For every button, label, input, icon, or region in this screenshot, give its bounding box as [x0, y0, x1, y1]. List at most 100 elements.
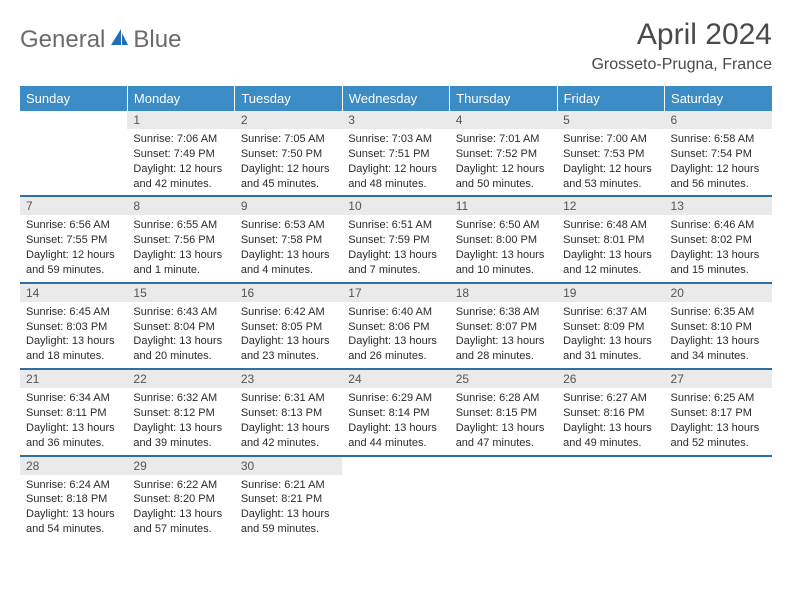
daylight-line-2: and 39 minutes.: [133, 436, 228, 451]
sunset-line: Sunset: 8:20 PM: [133, 492, 228, 507]
day-number: 13: [665, 197, 772, 215]
day-number: 11: [450, 197, 557, 215]
day-number: 20: [665, 284, 772, 302]
daylight-line-1: Daylight: 12 hours: [241, 162, 336, 177]
calendar-cell: 1Sunrise: 7:06 AMSunset: 7:49 PMDaylight…: [127, 111, 234, 196]
sunrise-line: Sunrise: 6:31 AM: [241, 391, 336, 406]
sunrise-line: Sunrise: 6:38 AM: [456, 305, 551, 320]
daylight-line-2: and 7 minutes.: [348, 263, 443, 278]
sunset-line: Sunset: 8:17 PM: [671, 406, 766, 421]
daylight-line-1: Daylight: 13 hours: [671, 334, 766, 349]
weekday-header: Friday: [557, 86, 664, 111]
daylight-line-2: and 57 minutes.: [133, 522, 228, 537]
daylight-line-1: Daylight: 13 hours: [26, 507, 121, 522]
sunrise-line: Sunrise: 7:01 AM: [456, 132, 551, 147]
day-number: 15: [127, 284, 234, 302]
sunrise-line: Sunrise: 6:46 AM: [671, 218, 766, 233]
sunset-line: Sunset: 8:11 PM: [26, 406, 121, 421]
daylight-line-1: Daylight: 13 hours: [133, 334, 228, 349]
weekday-header-row: SundayMondayTuesdayWednesdayThursdayFrid…: [20, 86, 772, 111]
day-body: Sunrise: 6:58 AMSunset: 7:54 PMDaylight:…: [665, 129, 772, 195]
day-body: Sunrise: 6:28 AMSunset: 8:15 PMDaylight:…: [450, 388, 557, 454]
day-number: 25: [450, 370, 557, 388]
sunset-line: Sunset: 7:54 PM: [671, 147, 766, 162]
daylight-line-2: and 52 minutes.: [671, 436, 766, 451]
daylight-line-1: Daylight: 13 hours: [563, 334, 658, 349]
sunrise-line: Sunrise: 7:03 AM: [348, 132, 443, 147]
day-number: 21: [20, 370, 127, 388]
day-number: 8: [127, 197, 234, 215]
sunset-line: Sunset: 8:07 PM: [456, 320, 551, 335]
day-number: 1: [127, 111, 234, 129]
logo-text-b: Blue: [133, 26, 181, 54]
day-body: Sunrise: 6:56 AMSunset: 7:55 PMDaylight:…: [20, 215, 127, 281]
calendar-row: 21Sunrise: 6:34 AMSunset: 8:11 PMDayligh…: [20, 369, 772, 455]
calendar-cell: [20, 111, 127, 196]
sunrise-line: Sunrise: 6:43 AM: [133, 305, 228, 320]
sunset-line: Sunset: 7:50 PM: [241, 147, 336, 162]
day-number: 23: [235, 370, 342, 388]
calendar-table: SundayMondayTuesdayWednesdayThursdayFrid…: [20, 86, 772, 541]
day-number: 10: [342, 197, 449, 215]
sunset-line: Sunset: 8:01 PM: [563, 233, 658, 248]
day-number: 2: [235, 111, 342, 129]
calendar-row: 1Sunrise: 7:06 AMSunset: 7:49 PMDaylight…: [20, 111, 772, 196]
daylight-line-2: and 44 minutes.: [348, 436, 443, 451]
sunset-line: Sunset: 7:53 PM: [563, 147, 658, 162]
calendar-cell: 13Sunrise: 6:46 AMSunset: 8:02 PMDayligh…: [665, 196, 772, 282]
header: General Blue April 2024 Grosseto-Prugna,…: [20, 18, 772, 74]
sunset-line: Sunset: 8:06 PM: [348, 320, 443, 335]
calendar-row: 28Sunrise: 6:24 AMSunset: 8:18 PMDayligh…: [20, 456, 772, 541]
logo-text-a: General: [20, 26, 105, 54]
daylight-line-1: Daylight: 13 hours: [26, 334, 121, 349]
calendar-cell: 23 Sunrise: 6:31 AMSunset: 8:13 PMDayligh…: [235, 369, 342, 455]
daylight-line-2: and 20 minutes.: [133, 349, 228, 364]
day-body: Sunrise: 6:25 AMSunset: 8:17 PMDaylight:…: [665, 388, 772, 454]
daylight-line-2: and 42 minutes.: [133, 177, 228, 192]
day-number: 5: [557, 111, 664, 129]
day-body: Sunrise: 6:46 AMSunset: 8:02 PMDaylight:…: [665, 215, 772, 281]
daylight-line-1: Daylight: 13 hours: [563, 248, 658, 263]
day-body: Sunrise: 6:48 AMSunset: 8:01 PMDaylight:…: [557, 215, 664, 281]
daylight-line-1: Daylight: 13 hours: [671, 421, 766, 436]
daylight-line-2: and 59 minutes.: [241, 522, 336, 537]
daylight-line-1: Daylight: 13 hours: [26, 421, 121, 436]
sunset-line: Sunset: 7:55 PM: [26, 233, 121, 248]
sunset-line: Sunset: 8:13 PM: [241, 406, 336, 421]
sunrise-line: Sunrise: 6:22 AM: [133, 478, 228, 493]
sunset-line: Sunset: 8:00 PM: [456, 233, 551, 248]
calendar-cell: 9Sunrise: 6:53 AMSunset: 7:58 PMDaylight…: [235, 196, 342, 282]
daylight-line-1: Daylight: 12 hours: [133, 162, 228, 177]
weekday-header: Wednesday: [342, 86, 449, 111]
sunrise-line: Sunrise: 6:55 AM: [133, 218, 228, 233]
daylight-line-1: Daylight: 13 hours: [241, 248, 336, 263]
day-number: 7: [20, 197, 127, 215]
day-body: Sunrise: 6:29 AMSunset: 8:14 PMDaylight:…: [342, 388, 449, 454]
day-number: 26: [557, 370, 664, 388]
weekday-header: Thursday: [450, 86, 557, 111]
sunrise-line: Sunrise: 6:32 AM: [133, 391, 228, 406]
daylight-line-2: and 48 minutes.: [348, 177, 443, 192]
day-body: Sunrise: 6:21 AMSunset: 8:21 PMDaylight:…: [235, 475, 342, 541]
day-number: 19: [557, 284, 664, 302]
sunset-line: Sunset: 8:12 PM: [133, 406, 228, 421]
day-body: Sunrise: 6:35 AMSunset: 8:10 PMDaylight:…: [665, 302, 772, 368]
location: Grosseto-Prugna, France: [591, 56, 772, 74]
daylight-line-1: Daylight: 12 hours: [671, 162, 766, 177]
daylight-line-1: Daylight: 13 hours: [241, 421, 336, 436]
sunrise-line: Sunrise: 6:45 AM: [26, 305, 121, 320]
sunrise-line: Sunrise: 6:40 AM: [348, 305, 443, 320]
calendar-cell: 16Sunrise: 6:42 AMSunset: 8:05 PMDayligh…: [235, 283, 342, 369]
logo: General Blue: [20, 26, 181, 54]
day-body: Sunrise: 6:50 AMSunset: 8:00 PMDaylight:…: [450, 215, 557, 281]
daylight-line-2: and 59 minutes.: [26, 263, 121, 278]
calendar-cell: 22Sunrise: 6:32 AMSunset: 8:12 PMDayligh…: [127, 369, 234, 455]
sunset-line: Sunset: 7:59 PM: [348, 233, 443, 248]
calendar-cell: [342, 456, 449, 541]
sunrise-line: Sunrise: 6:51 AM: [348, 218, 443, 233]
daylight-line-2: and 12 minutes.: [563, 263, 658, 278]
calendar-cell: 7Sunrise: 6:56 AMSunset: 7:55 PMDaylight…: [20, 196, 127, 282]
day-number: 22: [127, 370, 234, 388]
calendar-cell: [557, 456, 664, 541]
calendar-cell: 20Sunrise: 6:35 AMSunset: 8:10 PMDayligh…: [665, 283, 772, 369]
